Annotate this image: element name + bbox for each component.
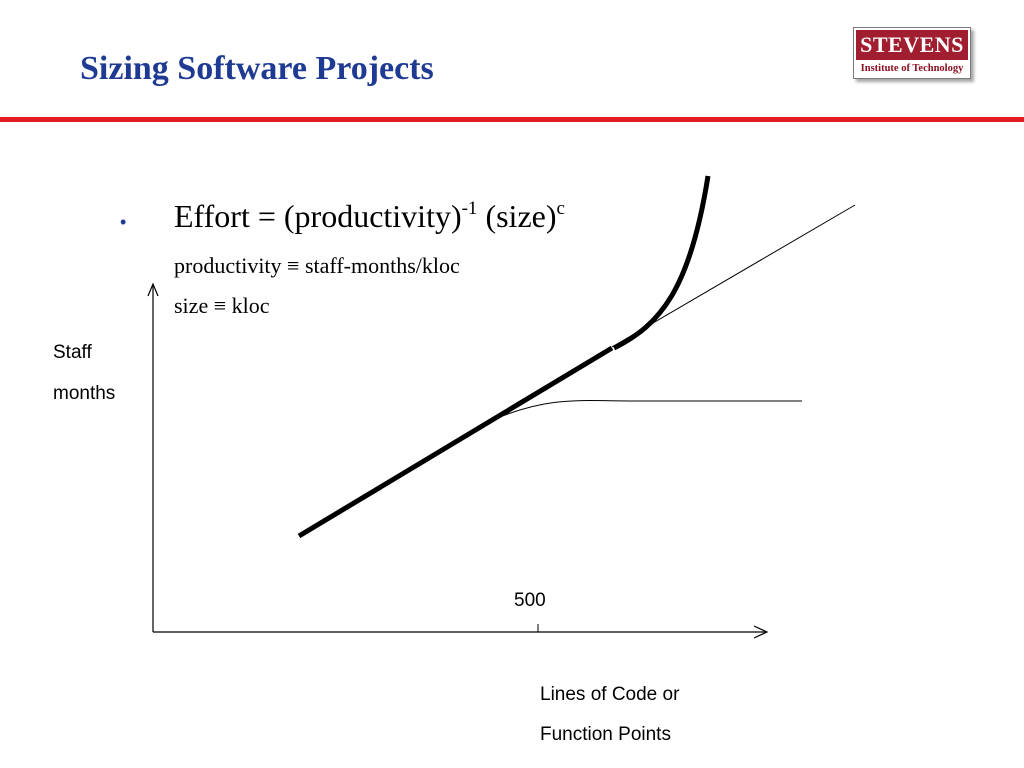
effort-linear-line xyxy=(297,345,614,539)
effort-equation: Effort = (productivity)-1 (size)c xyxy=(174,198,565,235)
productivity-definition: productivity ≡ staff-months/kloc xyxy=(174,253,460,278)
y-axis-label-line2: months xyxy=(53,383,116,404)
x-axis-label-line2: Function Points xyxy=(540,724,671,745)
equation-middle: (size) xyxy=(477,198,557,234)
x-tick-label-500: 500 xyxy=(514,590,546,611)
exponent-c: c xyxy=(556,198,565,219)
exponent-minus-one: -1 xyxy=(461,198,478,219)
bullet-marker: • xyxy=(120,212,127,232)
equation-prefix: Effort = (productivity) xyxy=(174,198,462,234)
size-definition: size ≡ kloc xyxy=(174,293,270,318)
logo-name: STEVENS xyxy=(856,30,968,60)
y-axis-arrowhead xyxy=(147,282,159,297)
effort-exponential-curve xyxy=(612,175,711,351)
stevens-logo: STEVENS Institute of Technology xyxy=(853,27,971,79)
x-axis-arrowhead xyxy=(753,625,769,639)
title-divider xyxy=(0,117,1024,122)
x-axis-label-line1: Lines of Code or xyxy=(540,684,680,705)
logo-subtitle: Institute of Technology xyxy=(860,63,964,74)
slide-title: Sizing Software Projects xyxy=(80,50,434,87)
diseconomy-plateau-curve xyxy=(494,400,802,420)
y-axis-label-line1: Staff xyxy=(53,342,92,363)
